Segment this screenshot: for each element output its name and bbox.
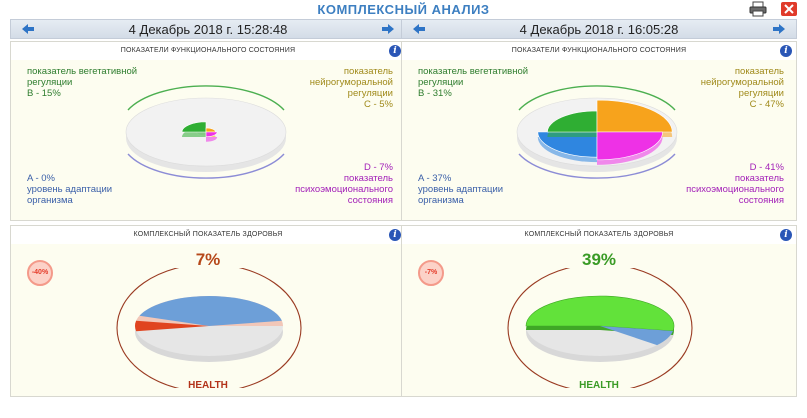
- close-icon[interactable]: [780, 1, 798, 17]
- indicator-c-label: показатель нейрогуморальной регуляции: [309, 66, 393, 99]
- panel-title: ПОКАЗАТЕЛИ ФУНКЦИОНАЛЬНОГО СОСТОЯНИЯ: [402, 42, 796, 60]
- functional-state-panel: ПОКАЗАТЕЛИ ФУНКЦИОНАЛЬНОГО СОСТОЯНИЯ i п…: [401, 41, 797, 221]
- indicator-b-label: показатель вегетативной регуляции: [27, 66, 138, 88]
- indicator-a-value: A - 37%: [418, 173, 452, 184]
- health-slice-rest: [600, 326, 673, 346]
- indicator-d-label: показатель психоэмоционального состояния: [295, 173, 393, 206]
- pie-slice-d: [596, 131, 663, 161]
- health-slice-value: [525, 295, 675, 332]
- info-icon[interactable]: i: [780, 229, 792, 241]
- app-title: КОМПЛЕКСНЫЙ АНАЛИЗ: [317, 2, 490, 17]
- pie-slice-c: [596, 99, 673, 133]
- ring-arc: [127, 85, 285, 111]
- indicator-b-label: показатель вегетативной регуляции: [418, 66, 529, 88]
- indicator-c-block: показатель нейрогуморальной регуляции C …: [298, 66, 393, 110]
- arrow-left-icon[interactable]: [21, 23, 35, 35]
- pie-slice-a: [537, 131, 598, 158]
- health-label: HEALTH: [188, 380, 228, 391]
- info-icon[interactable]: i: [389, 229, 401, 241]
- panel-title: ПОКАЗАТЕЛИ ФУНКЦИОНАЛЬНОГО СОСТОЯНИЯ: [11, 42, 405, 60]
- indicator-a-block: A - 37% уровень адаптации организма: [418, 173, 528, 206]
- functional-pie-chart: [125, 85, 287, 179]
- pie-slice-b: [547, 110, 598, 133]
- pie-slice-d: [205, 131, 218, 138]
- indicator-d-value: D - 7%: [363, 162, 393, 173]
- indicator-c-block: показатель нейрогуморальной регуляции C …: [689, 66, 784, 110]
- indicator-c-value: C - 47%: [749, 99, 784, 110]
- health-value: 7%: [195, 250, 221, 269]
- pie-slice-d-side: [206, 137, 218, 142]
- health-ring: [116, 268, 302, 388]
- info-icon[interactable]: i: [780, 45, 792, 57]
- health-ring: [507, 268, 693, 388]
- indicator-b-value: B - 31%: [418, 88, 452, 99]
- indicator-b-block: показатель вегетативной регуляции B - 31…: [418, 66, 543, 99]
- indicator-b-value: B - 15%: [27, 88, 61, 99]
- health-panel: КОМПЛЕКСНЫЙ ПОКАЗАТЕЛЬ ЗДОРОВЬЯ i 39% -7…: [401, 225, 797, 397]
- ring-arc: [518, 153, 676, 179]
- indicator-c-label: показатель нейрогуморальной регуляции: [700, 66, 784, 99]
- printer-icon[interactable]: [749, 1, 767, 17]
- indicator-d-block: D - 7% показатель психоэмоционального со…: [283, 162, 393, 206]
- health-pie-chart: [116, 268, 302, 388]
- functional-state-panel: ПОКАЗАТЕЛИ ФУНКЦИОНАЛЬНОГО СОСТОЯНИЯ i п…: [10, 41, 406, 221]
- ring-arc: [127, 153, 285, 179]
- functional-pie-chart: [516, 85, 678, 179]
- indicator-c-value: C - 5%: [363, 99, 393, 110]
- indicator-d-value: D - 41%: [749, 162, 784, 173]
- pie-slice-b: [181, 121, 207, 133]
- health-slice-value: [135, 320, 209, 332]
- ring-arc: [518, 85, 676, 111]
- indicator-a-value: A - 0%: [27, 173, 55, 184]
- health-label: HEALTH: [579, 380, 619, 391]
- panel-title: КОМПЛЕКСНЫЙ ПОКАЗАТЕЛЬ ЗДОРОВЬЯ: [11, 226, 405, 244]
- change-badge: -7%: [418, 260, 444, 286]
- indicator-a-block: A - 0% уровень адаптации организма: [27, 173, 137, 206]
- session-date: 4 Декабрь 2018 г. 15:28:48: [128, 22, 288, 37]
- info-icon[interactable]: i: [389, 45, 401, 57]
- health-pie-chart: [507, 268, 693, 388]
- arrow-right-icon[interactable]: [381, 23, 395, 35]
- arrow-right-icon[interactable]: [772, 23, 786, 35]
- panel-title: КОМПЛЕКСНЫЙ ПОКАЗАТЕЛЬ ЗДОРОВЬЯ: [402, 226, 796, 244]
- health-value: 39%: [581, 250, 617, 269]
- indicator-b-block: показатель вегетативной регуляции B - 15…: [27, 66, 152, 99]
- top-bar: КОМПЛЕКСНЫЙ АНАЛИЗ: [0, 0, 807, 19]
- date-bar: 4 Декабрь 2018 г. 15:28:48: [10, 19, 406, 39]
- indicator-d-block: D - 41% показатель психоэмоционального с…: [674, 162, 784, 206]
- health-panel: КОМПЛЕКСНЫЙ ПОКАЗАТЕЛЬ ЗДОРОВЬЯ i 7% -40…: [10, 225, 406, 397]
- indicator-a-label: уровень адаптации организма: [418, 184, 504, 206]
- change-badge: -40%: [27, 260, 53, 286]
- indicator-a-label: уровень адаптации организма: [27, 184, 113, 206]
- health-slice-rest: [139, 296, 282, 326]
- indicator-d-label: показатель психоэмоционального состояния: [686, 173, 784, 206]
- date-bar: 4 Декабрь 2018 г. 16:05:28: [401, 19, 797, 39]
- arrow-left-icon[interactable]: [412, 23, 426, 35]
- session-date: 4 Декабрь 2018 г. 16:05:28: [519, 22, 679, 37]
